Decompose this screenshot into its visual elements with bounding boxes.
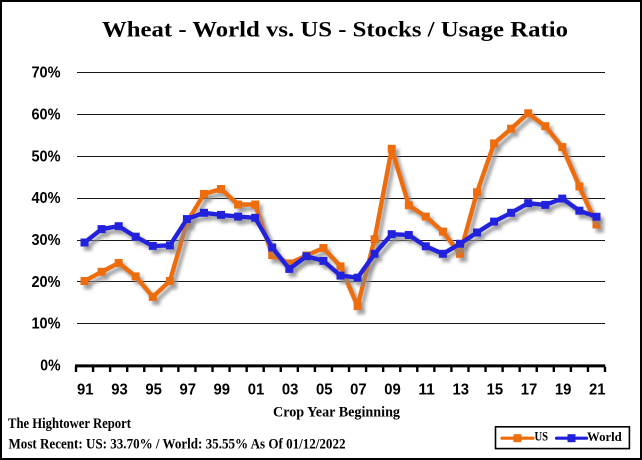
- svg-text:95: 95: [145, 381, 162, 398]
- svg-text:11: 11: [418, 381, 435, 398]
- svg-text:20%: 20%: [32, 274, 61, 291]
- svg-text:Most Recent: US: 33.70% / Worl: Most Recent: US: 33.70% / World: 35.55% …: [9, 437, 346, 453]
- svg-text:US: US: [535, 430, 549, 444]
- svg-text:40%: 40%: [32, 190, 61, 207]
- svg-text:93: 93: [111, 381, 128, 398]
- svg-text:0%: 0%: [40, 358, 60, 375]
- svg-text:91: 91: [77, 381, 94, 398]
- svg-text:03: 03: [282, 381, 299, 398]
- svg-text:05: 05: [316, 381, 333, 398]
- svg-text:60%: 60%: [32, 107, 61, 124]
- svg-text:50%: 50%: [32, 148, 61, 165]
- svg-text:19: 19: [555, 381, 572, 398]
- svg-text:Wheat - World vs. US - Stocks: Wheat - World vs. US - Stocks / Usage Ra…: [102, 17, 568, 42]
- svg-text:70%: 70%: [32, 65, 61, 82]
- svg-text:21: 21: [589, 381, 606, 398]
- svg-text:17: 17: [521, 381, 538, 398]
- svg-text:07: 07: [350, 381, 367, 398]
- svg-text:99: 99: [214, 381, 231, 398]
- svg-text:World: World: [587, 430, 622, 444]
- svg-text:10%: 10%: [32, 316, 61, 333]
- svg-text:01: 01: [248, 381, 265, 398]
- svg-text:30%: 30%: [32, 232, 61, 249]
- svg-text:13: 13: [453, 381, 470, 398]
- svg-text:97: 97: [179, 381, 196, 398]
- svg-text:09: 09: [384, 381, 401, 398]
- svg-text:Crop Year Beginning: Crop Year Beginning: [273, 405, 400, 421]
- svg-text:The Hightower Report: The Hightower Report: [8, 416, 131, 432]
- svg-text:15: 15: [487, 381, 504, 398]
